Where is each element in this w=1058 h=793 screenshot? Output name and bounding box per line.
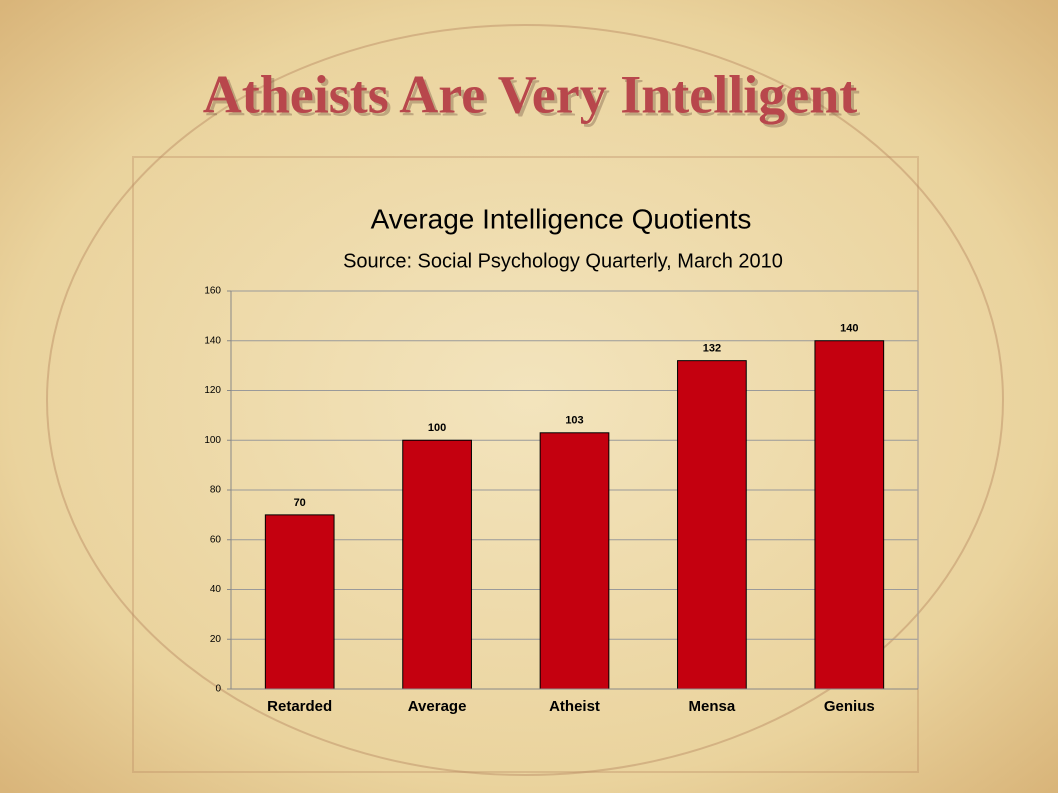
x-tick-label: Average [408, 698, 467, 715]
bar [539, 432, 610, 690]
y-tick-label: 60 [210, 534, 222, 545]
y-tick-label: 100 [204, 435, 221, 446]
slide-title: Atheists Are Very Intelligent [203, 64, 857, 124]
bar [814, 340, 885, 690]
bar [264, 514, 335, 690]
value-label: 103 [565, 415, 583, 427]
y-tick-label: 40 [210, 584, 222, 595]
y-tick-label: 80 [210, 485, 222, 496]
y-tick-label: 160 [204, 286, 221, 297]
x-tick-label: Retarded [267, 698, 332, 715]
y-tick-label: 140 [204, 335, 221, 346]
value-label: 140 [840, 323, 858, 335]
value-label: 132 [703, 343, 721, 355]
x-tick-label: Mensa [689, 698, 736, 715]
bar [402, 439, 472, 690]
y-tick-label: 120 [204, 385, 221, 396]
value-label: 100 [428, 422, 446, 434]
plot-area: 0 20 40 60 80 100 120 140 160 Retarded 70 Average 10… [204, 286, 919, 715]
chart-subtitle: Source: Social Psychology Quarterly, Mar… [343, 250, 783, 272]
title-shadow: Atheists Are Very Intelligent [206, 67, 860, 127]
y-tick-label: 20 [210, 634, 222, 645]
x-tick-label: Genius [824, 698, 875, 715]
x-tick-label: Atheist [549, 698, 600, 715]
chart-title: Average Intelligence Quotients [371, 203, 752, 234]
decor-ellipse [46, 24, 1004, 776]
value-label: 70 [294, 497, 306, 509]
y-tick-label: 0 [215, 684, 221, 695]
bar [677, 360, 747, 690]
